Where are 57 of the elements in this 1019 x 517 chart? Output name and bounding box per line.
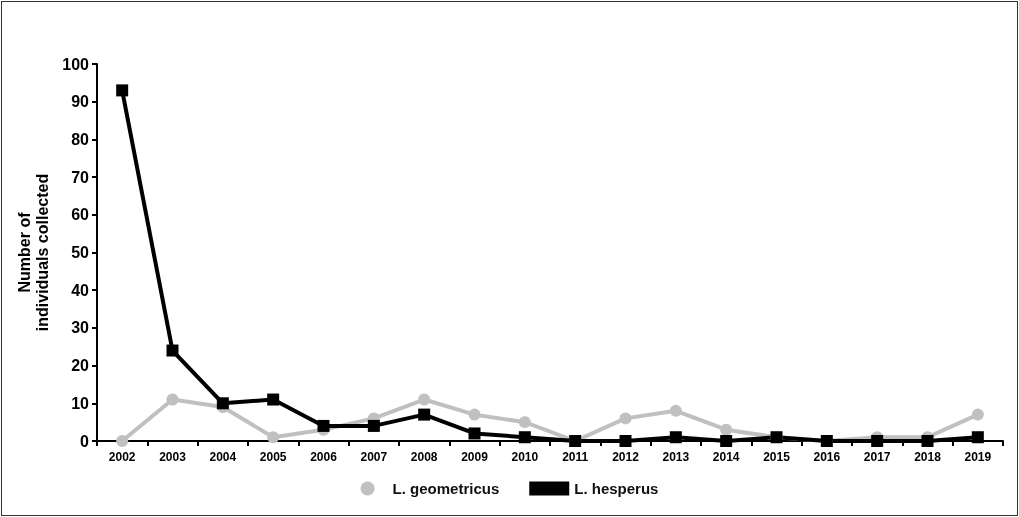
point	[971, 408, 984, 421]
x-tick-label: 2004	[209, 450, 237, 464]
x-tick-label: 2005	[259, 450, 287, 464]
point	[921, 435, 934, 447]
point	[267, 393, 280, 406]
y-tick-label: 30	[71, 319, 90, 337]
point	[116, 435, 129, 447]
point	[418, 408, 431, 421]
y-tick-label: 20	[71, 357, 90, 375]
y-tick-label: 40	[71, 281, 90, 299]
x-tick-label: 2009	[461, 450, 489, 464]
y-tick-label: 90	[71, 93, 90, 111]
point	[720, 435, 733, 447]
y-tick-label: 80	[71, 130, 90, 148]
y-tick-label: 70	[71, 168, 90, 186]
y-tick-label: 50	[71, 244, 90, 261]
x-tick-label: 2015	[763, 450, 791, 464]
point	[267, 431, 280, 444]
point	[871, 435, 884, 447]
point	[216, 397, 229, 410]
y-tick-label: 10	[71, 394, 90, 412]
point	[166, 344, 179, 357]
x-tick-label: 2003	[159, 450, 187, 464]
point	[971, 431, 984, 444]
x-tick-label: 2013	[662, 450, 690, 464]
x-tick-label: 2002	[108, 450, 136, 464]
x-tick-label: 2016	[813, 450, 841, 464]
y-tick-label: 60	[71, 206, 90, 224]
y-axis-title: Number of individuals collected	[15, 173, 51, 332]
point	[619, 435, 632, 447]
point	[669, 404, 682, 417]
point	[619, 412, 632, 425]
x-tick-label: 2014	[712, 450, 740, 464]
point	[317, 419, 330, 432]
x-tick-label: 2011	[562, 450, 589, 464]
point	[367, 419, 380, 432]
x-tick-label: 2018	[914, 450, 942, 464]
point	[116, 84, 129, 97]
legend-label: L. hesperus	[574, 480, 659, 497]
x-tick-label: 2006	[310, 450, 338, 464]
x-tick-label: 2007	[360, 450, 388, 464]
point	[166, 393, 179, 406]
point	[669, 431, 682, 444]
point	[418, 393, 431, 406]
x-tick-label: 2017	[863, 450, 891, 464]
y-tick-label: 100	[62, 55, 90, 73]
point	[468, 427, 481, 440]
x-tick-label: 2012	[612, 450, 640, 464]
x-tick-label: 2010	[511, 450, 539, 464]
point	[518, 416, 531, 429]
x-tick-label: 2019	[964, 450, 992, 464]
y-tick-label: 0	[80, 432, 90, 450]
point	[468, 408, 481, 421]
point	[518, 431, 531, 444]
point	[720, 423, 733, 436]
x-tick-label: 2008	[410, 450, 438, 464]
legend-label: L. geometricus	[392, 480, 500, 497]
